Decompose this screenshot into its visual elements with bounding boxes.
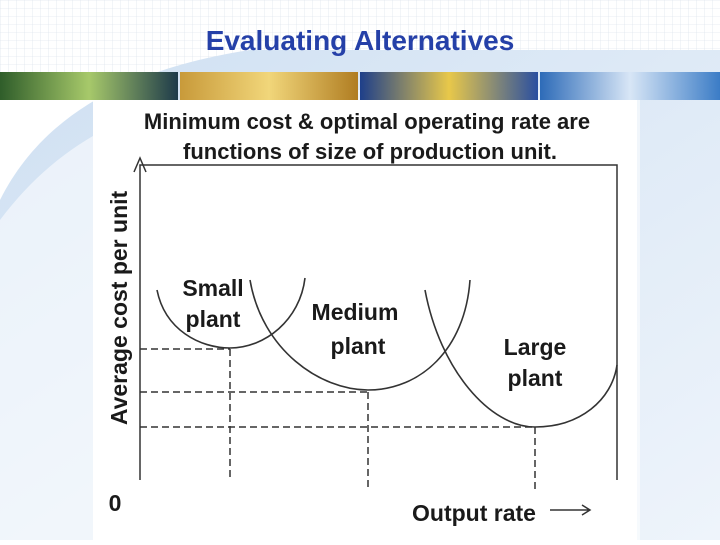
- banner: [0, 72, 720, 100]
- origin-label: 0: [109, 490, 122, 516]
- banner-image: [360, 72, 538, 100]
- cost-curve: [249, 279, 471, 391]
- curve-label: plant: [331, 333, 386, 359]
- slide-title: Evaluating Alternatives: [206, 25, 515, 56]
- curve-label: Large: [504, 334, 567, 360]
- diagram: Minimum cost & optimal operating rate ar…: [93, 100, 637, 540]
- caption-line: functions of size of production unit.: [183, 139, 557, 164]
- x-axis-arrow: [550, 504, 592, 516]
- banner-image: [180, 72, 358, 100]
- cost-curve: [156, 277, 306, 349]
- min-dash: [140, 348, 231, 480]
- y-axis-arrow: [133, 156, 147, 173]
- caption-line: Minimum cost & optimal operating rate ar…: [144, 109, 590, 134]
- curve-label: plant: [186, 306, 241, 332]
- diagram-panel: [93, 100, 637, 540]
- banner-image: [540, 72, 720, 100]
- min-dash: [140, 391, 369, 490]
- curve-label: Medium: [312, 299, 399, 325]
- frame: [139, 164, 618, 480]
- x-axis-label: Output rate: [412, 500, 536, 526]
- curve-label: plant: [508, 365, 563, 391]
- curve-label: Small: [182, 275, 243, 301]
- y-axis-label: Average cost per unit: [106, 190, 132, 425]
- banner-image: [0, 72, 178, 100]
